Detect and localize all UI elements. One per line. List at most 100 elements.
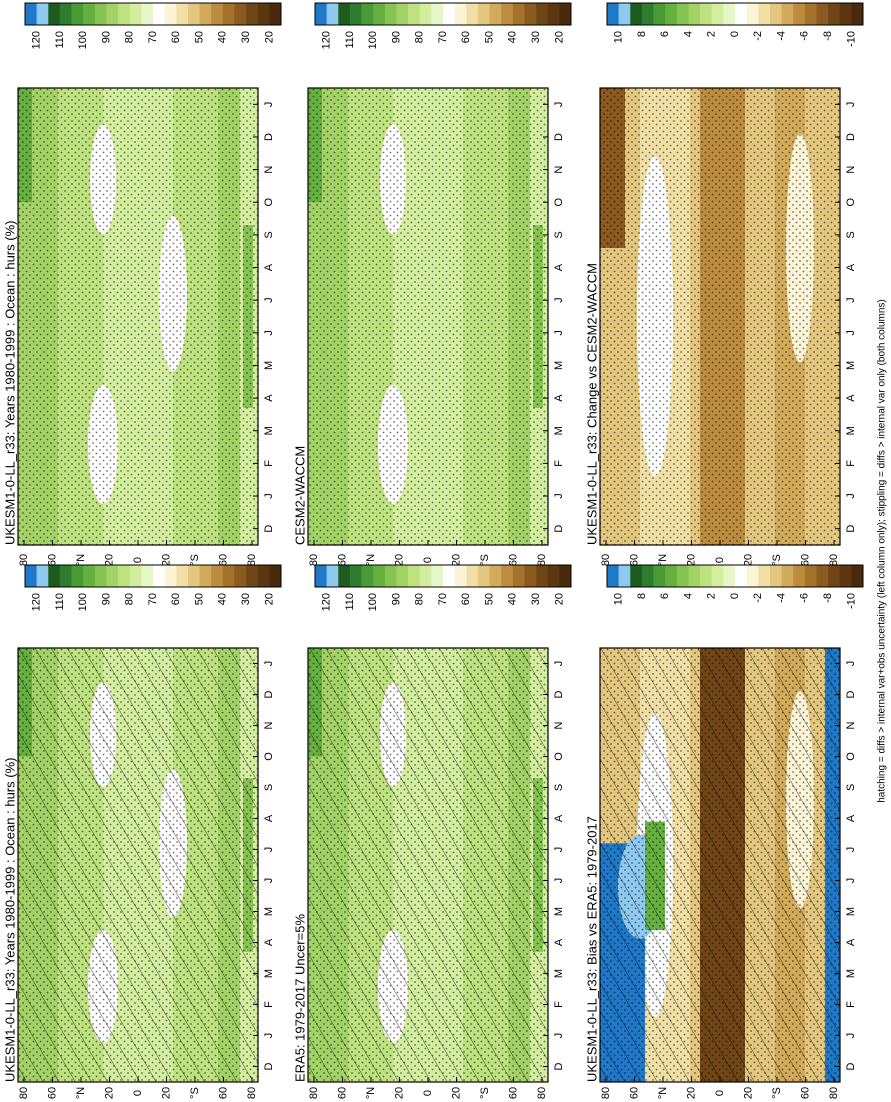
latitude-label: 60 [336, 1087, 348, 1099]
panel: ERA5: 1979-2017 Uncer=5%80 60 °N 20 0 20 °S 60 8… [292, 564, 572, 1099]
colorbar-label: 30 [530, 31, 542, 43]
colorbar-swatch [723, 565, 736, 587]
latitude-label: 60 [799, 554, 811, 566]
colorbar-swatch [769, 3, 782, 25]
month-label: J [845, 1033, 857, 1039]
colorbar-swatch [59, 3, 72, 25]
colorbar-label: 10 [613, 593, 625, 605]
colorbar-swatch [315, 3, 327, 25]
colorbar-swatch [349, 565, 362, 587]
colorbar-label: 80 [414, 593, 426, 605]
month-label: A [553, 814, 565, 822]
colorbar-label: -10 [845, 593, 857, 609]
colorbar-swatch [828, 3, 841, 25]
month-label: J [845, 661, 857, 667]
colorbar-label: 40 [217, 593, 229, 605]
latitude-label: 20 [103, 554, 115, 566]
colorbar-swatch [361, 3, 374, 25]
colorbar-swatch [512, 565, 525, 587]
month-label: S [553, 784, 565, 791]
latitude-label: 20 [103, 1087, 115, 1099]
colorbar-swatch [665, 565, 678, 587]
colorbar-label: 120 [31, 31, 43, 49]
colorbar-swatch [187, 3, 200, 25]
colorbar-swatch [618, 3, 631, 25]
colorbar-swatch [326, 3, 339, 25]
colorbar-label: 6 [659, 31, 671, 37]
latitude-label: °N [365, 1087, 377, 1099]
colorbar-swatch [187, 565, 200, 587]
month-label: A [845, 394, 857, 402]
month-label: J [845, 297, 857, 303]
colorbar-label: 60 [460, 593, 472, 605]
month-label: S [263, 784, 275, 791]
month-label: J [845, 878, 857, 884]
latitude-label: 20 [450, 554, 462, 566]
month-label: M [553, 969, 565, 978]
latitude-label: 60 [336, 554, 348, 566]
colorbar-swatch [536, 565, 549, 587]
colorbar-label: 60 [170, 593, 182, 605]
colorbar-swatch [804, 3, 817, 25]
colorbar-label: 4 [682, 31, 694, 37]
colorbar-swatch [781, 565, 794, 587]
colorbar-label: 100 [367, 31, 379, 49]
month-label: M [263, 426, 275, 435]
month-label: D [263, 525, 275, 533]
colorbar-swatch [25, 3, 37, 25]
colorbar-swatch [246, 3, 259, 25]
colorbar-swatch [94, 565, 107, 587]
colorbar-swatch [477, 3, 490, 25]
colorbar-swatch [804, 565, 817, 587]
colorbar-label: 10 [613, 31, 625, 43]
colorbar-swatch [176, 3, 189, 25]
footer: hatching = diffs > internal var+obs unce… [877, 299, 888, 803]
colorbar-label: 8 [636, 593, 648, 599]
colorbar-swatch [559, 3, 572, 25]
latitude-label: 60 [217, 1087, 229, 1099]
colorbar-swatch [25, 565, 37, 587]
colorbar-swatch [653, 565, 666, 587]
latitude-label: 0 [132, 557, 144, 563]
colorbar-label: 0 [729, 31, 741, 37]
colorbar-swatch [153, 3, 165, 25]
month-label: D [553, 525, 565, 533]
colorbar-frame [24, 564, 282, 588]
month-label: D [845, 525, 857, 533]
colorbar-label: 70 [437, 593, 449, 605]
month-label: J [263, 847, 275, 853]
colorbar-label: 100 [77, 593, 89, 611]
month-label: F [553, 1001, 565, 1008]
latitude-label: °N [75, 554, 87, 566]
latitude-label: °S [189, 554, 201, 566]
month-label: A [553, 938, 565, 946]
colorbar-swatch [536, 3, 549, 25]
colorbar-swatch [630, 565, 643, 587]
month-label: J [553, 330, 565, 336]
colorbar-label: 20 [263, 593, 275, 605]
colorbar-swatch [246, 565, 259, 587]
colorbar-swatch [443, 3, 455, 25]
latitude-label: 0 [714, 557, 726, 563]
colorbar-swatch [396, 3, 409, 25]
colorbar-swatch [746, 3, 759, 25]
month-label: J [553, 493, 565, 499]
colorbar-swatch [758, 565, 771, 587]
colorbar-label: 70 [147, 31, 159, 43]
colorbar-swatch [735, 565, 747, 587]
latitude-label: °N [75, 1087, 87, 1099]
stipple [308, 88, 548, 545]
colorbar-swatch [676, 565, 689, 587]
colorbar-label: -2 [752, 593, 764, 603]
colorbar-label: 40 [217, 31, 229, 43]
month-label: M [845, 969, 857, 978]
colorbar-swatch [71, 565, 84, 587]
colorbar-label: 2 [706, 31, 718, 37]
colorbar-label: 60 [170, 31, 182, 43]
month-label: A [263, 938, 275, 946]
colorbar-swatch [129, 565, 142, 587]
latitude-label: 20 [742, 554, 754, 566]
month-label: A [263, 814, 275, 822]
colorbar-swatch [36, 565, 49, 587]
